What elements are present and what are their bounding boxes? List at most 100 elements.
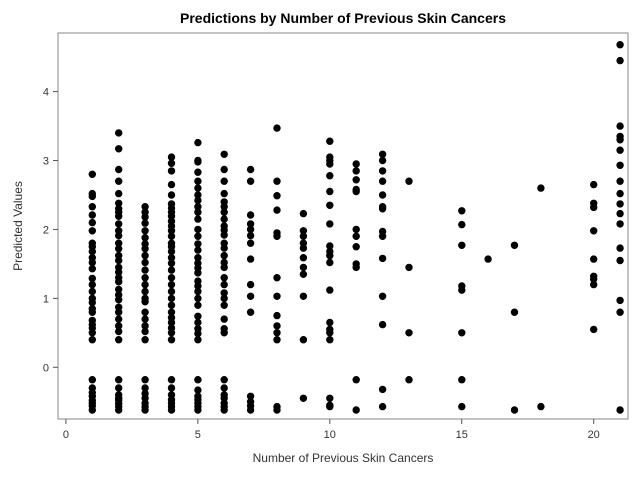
data-point	[114, 327, 123, 336]
data-point	[405, 263, 413, 272]
data-point	[88, 227, 97, 235]
data-point	[167, 266, 176, 274]
data-point	[114, 336, 123, 344]
data-point	[326, 187, 334, 196]
data-point	[220, 165, 228, 174]
data-point	[273, 274, 281, 282]
data-point	[273, 177, 281, 185]
data-point	[114, 177, 123, 185]
data-point	[246, 165, 255, 174]
data-point	[378, 402, 387, 411]
data-point	[167, 232, 176, 241]
data-point	[378, 191, 387, 199]
data-point	[326, 286, 334, 294]
data-point	[141, 287, 149, 296]
data-point	[88, 170, 97, 179]
data-point	[299, 270, 308, 278]
data-point	[616, 406, 624, 414]
data-point	[352, 263, 360, 272]
data-point	[326, 402, 334, 411]
data-point	[88, 218, 97, 227]
data-point	[246, 280, 255, 289]
data-point	[141, 308, 149, 316]
y-tick-label: 3	[43, 156, 49, 168]
data-point	[194, 312, 202, 320]
data-point	[167, 167, 176, 175]
data-point	[352, 225, 360, 234]
data-point	[114, 189, 123, 198]
data-point	[616, 122, 624, 130]
data-point	[299, 336, 308, 344]
data-point	[194, 386, 202, 394]
data-point	[326, 394, 334, 402]
data-point	[114, 406, 123, 414]
data-point	[167, 376, 176, 384]
data-point	[194, 318, 202, 327]
data-point	[616, 56, 624, 65]
data-point	[194, 287, 202, 296]
data-point	[114, 245, 123, 253]
data-point	[299, 263, 308, 272]
data-point	[326, 220, 334, 228]
data-point	[220, 315, 228, 323]
data-point	[167, 329, 176, 337]
data-point	[352, 167, 360, 175]
data-point	[88, 336, 97, 344]
data-point	[141, 245, 149, 253]
data-point	[616, 200, 624, 208]
data-point	[220, 376, 228, 384]
data-point	[220, 244, 228, 252]
data-point	[326, 318, 334, 327]
data-point	[88, 211, 97, 219]
data-point	[378, 205, 387, 213]
data-point	[141, 227, 149, 235]
data-point	[88, 274, 97, 283]
data-point	[458, 241, 466, 250]
data-point	[141, 234, 149, 242]
data-point	[114, 220, 123, 228]
data-point	[220, 251, 228, 260]
data-point	[378, 150, 387, 159]
data-point	[616, 189, 624, 198]
data-point	[246, 225, 255, 234]
data-point	[273, 322, 281, 330]
data-point	[194, 184, 202, 192]
x-axis-label: Number of Previous Skin Cancers	[253, 451, 434, 465]
data-point	[378, 232, 387, 241]
data-point	[114, 231, 123, 240]
data-point	[326, 201, 334, 210]
data-point	[167, 153, 176, 161]
data-point	[616, 308, 624, 316]
data-point	[273, 206, 281, 214]
data-point	[194, 215, 202, 223]
data-point	[194, 138, 202, 147]
data-point	[194, 294, 202, 303]
data-point	[378, 167, 387, 175]
data-point	[141, 298, 149, 306]
plot-frame	[57, 32, 629, 420]
data-point	[299, 254, 308, 262]
data-point	[326, 336, 334, 344]
data-point	[194, 196, 202, 205]
data-point	[194, 406, 202, 414]
data-point	[378, 320, 387, 329]
data-point	[589, 280, 598, 289]
data-point	[352, 232, 360, 241]
data-point	[114, 296, 123, 304]
data-point	[167, 247, 176, 256]
data-point	[167, 191, 176, 199]
x-tick-label: 15	[456, 429, 468, 441]
data-point	[352, 160, 360, 168]
data-point	[246, 406, 255, 414]
data-point	[378, 385, 387, 394]
data-point	[220, 231, 228, 239]
data-point	[510, 241, 519, 250]
data-point	[246, 308, 255, 316]
data-point	[141, 376, 149, 384]
data-point	[273, 292, 281, 300]
data-point	[616, 296, 624, 305]
x-tick-label: 10	[324, 429, 336, 441]
data-point	[194, 232, 202, 241]
data-point	[589, 325, 598, 334]
